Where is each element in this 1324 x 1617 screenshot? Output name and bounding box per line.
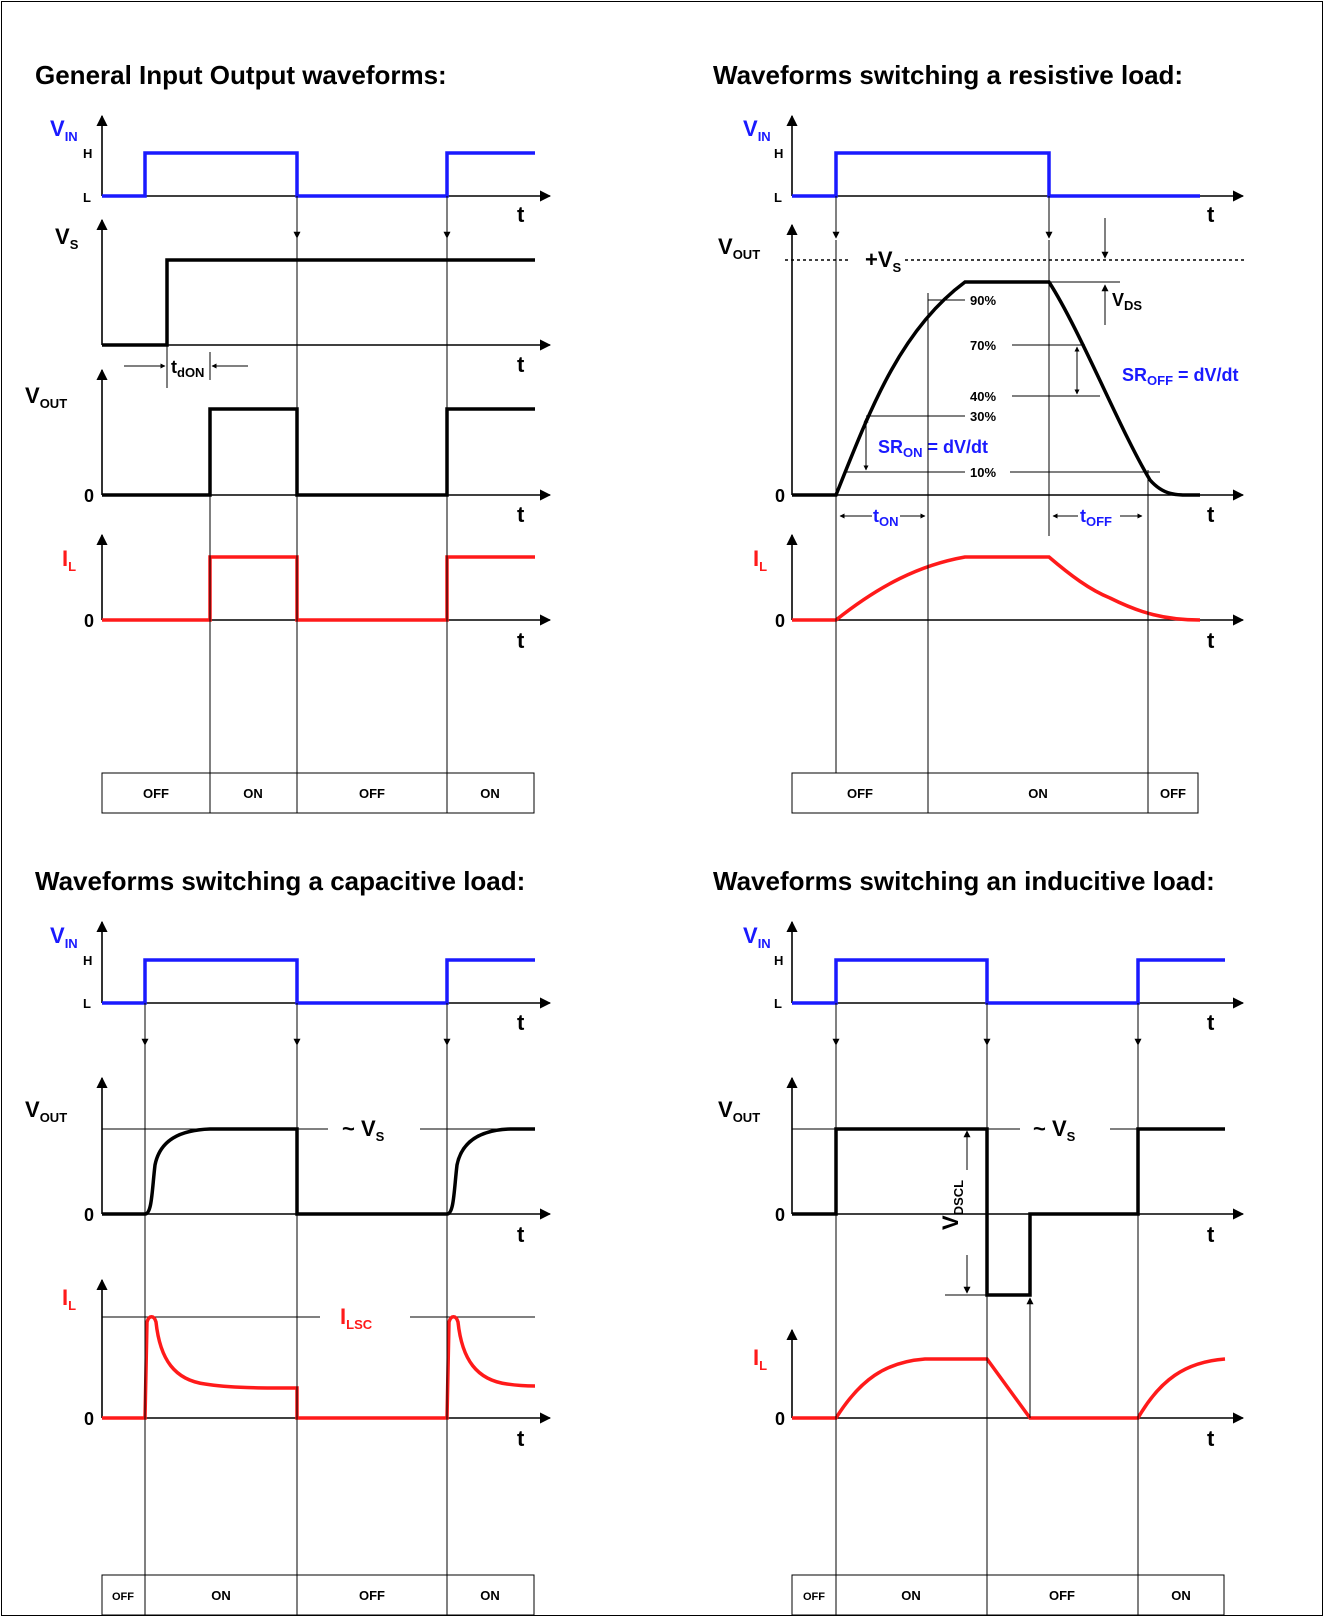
zero-label: 0 [84, 1205, 94, 1225]
low-level-label: L [83, 996, 91, 1011]
time-label: t [517, 502, 525, 527]
time-label: t [517, 1010, 525, 1035]
panel-inductive: Waveforms switching an inducitive load: … [713, 866, 1243, 1615]
state-label: OFF [359, 786, 385, 801]
low-level-label: L [774, 996, 782, 1011]
zero-label: 0 [84, 486, 94, 506]
time-label: t [1207, 1426, 1215, 1451]
state-label: OFF [803, 1591, 825, 1603]
time-label: t [1207, 202, 1215, 227]
state-label: ON [480, 786, 500, 801]
il-label: IL [753, 1345, 767, 1373]
state-label: ON [211, 1588, 231, 1603]
time-label: t [1207, 502, 1215, 527]
il-label: IL [62, 1285, 76, 1313]
il-waveform [102, 1317, 535, 1418]
vout-label: VOUT [25, 383, 67, 411]
level-40-label: 40% [970, 389, 996, 404]
state-label: OFF [359, 1588, 385, 1603]
zero-label: 0 [775, 486, 785, 506]
il-waveform [792, 1359, 1225, 1418]
panel-title-inductive: Waveforms switching an inducitive load: [713, 866, 1215, 896]
il-label: IL [62, 546, 76, 574]
level-30-label: 30% [970, 409, 996, 424]
vin-waveform [792, 960, 1225, 1003]
state-label: ON [901, 1588, 921, 1603]
zero-label: 0 [775, 1409, 785, 1429]
level-70-label: 70% [970, 338, 996, 353]
il-waveform [792, 557, 1200, 620]
high-level-label: H [83, 953, 92, 968]
vin-label: VIN [743, 923, 771, 951]
vout-waveform [102, 409, 535, 495]
sr-off-label: SROFF = dV/dt [1122, 365, 1239, 388]
panel-general: General Input Output waveforms: VIN H L … [25, 60, 550, 813]
sr-on-label: SRON = dV/dt [878, 437, 988, 460]
time-label: t [1207, 1010, 1215, 1035]
state-label: ON [1171, 1588, 1191, 1603]
vin-label: VIN [50, 116, 78, 144]
ilsc-label: ILSC [340, 1304, 373, 1332]
time-label: t [1207, 1222, 1215, 1247]
vs-waveform [102, 260, 535, 345]
vout-waveform [102, 1129, 535, 1214]
state-label: ON [243, 786, 263, 801]
vin-waveform [102, 153, 535, 196]
approx-vs-label: ~ VS [1033, 1116, 1076, 1144]
vin-label: VIN [50, 923, 78, 951]
vout-label: VOUT [718, 234, 760, 262]
level-90-label: 90% [970, 293, 996, 308]
time-label: t [517, 202, 525, 227]
level-10-label: 10% [970, 465, 996, 480]
vs-label: VS [55, 224, 79, 252]
il-waveform [102, 557, 535, 620]
zero-label: 0 [775, 611, 785, 631]
state-label: OFF [1049, 1588, 1075, 1603]
high-level-label: H [774, 953, 783, 968]
vin-waveform [102, 960, 535, 1003]
panel-title-capacitive: Waveforms switching a capacitive load: [35, 866, 525, 896]
vin-label: VIN [743, 116, 771, 144]
toff-label: tOFF [1080, 506, 1112, 529]
vds-label: VDS [1112, 290, 1142, 313]
low-level-label: L [83, 190, 91, 205]
plus-vs-label: +VS [865, 247, 902, 275]
vout-label: VOUT [718, 1097, 760, 1125]
vdscl-label: VDSCL [938, 1180, 966, 1230]
high-level-label: H [83, 146, 92, 161]
state-label: OFF [143, 786, 169, 801]
il-label: IL [753, 546, 767, 574]
low-level-label: L [774, 190, 782, 205]
panel-resistive: Waveforms switching a resistive load: VI… [713, 60, 1245, 813]
time-label: t [517, 1222, 525, 1247]
state-bar [102, 1575, 534, 1615]
high-level-label: H [774, 146, 783, 161]
zero-label: 0 [84, 1409, 94, 1429]
state-label: OFF [112, 1591, 134, 1603]
zero-label: 0 [84, 611, 94, 631]
state-label: OFF [847, 786, 873, 801]
vout-label: VOUT [25, 1097, 67, 1125]
vout-waveform [792, 1129, 1225, 1295]
panel-capacitive: Waveforms switching a capacitive load: V… [25, 866, 550, 1615]
time-label: t [517, 352, 525, 377]
zero-label: 0 [775, 1205, 785, 1225]
state-bar [792, 1575, 1224, 1615]
state-label: OFF [1160, 786, 1186, 801]
approx-vs-label: ~ VS [342, 1116, 385, 1144]
time-label: t [517, 628, 525, 653]
ton-label: tON [873, 506, 899, 529]
state-label: ON [480, 1588, 500, 1603]
panel-title-general: General Input Output waveforms: [35, 60, 447, 90]
vin-waveform [792, 153, 1200, 196]
state-label: ON [1028, 786, 1048, 801]
tdon-label: tdON [171, 357, 204, 380]
time-label: t [517, 1426, 525, 1451]
time-label: t [1207, 628, 1215, 653]
panel-title-resistive: Waveforms switching a resistive load: [713, 60, 1183, 90]
